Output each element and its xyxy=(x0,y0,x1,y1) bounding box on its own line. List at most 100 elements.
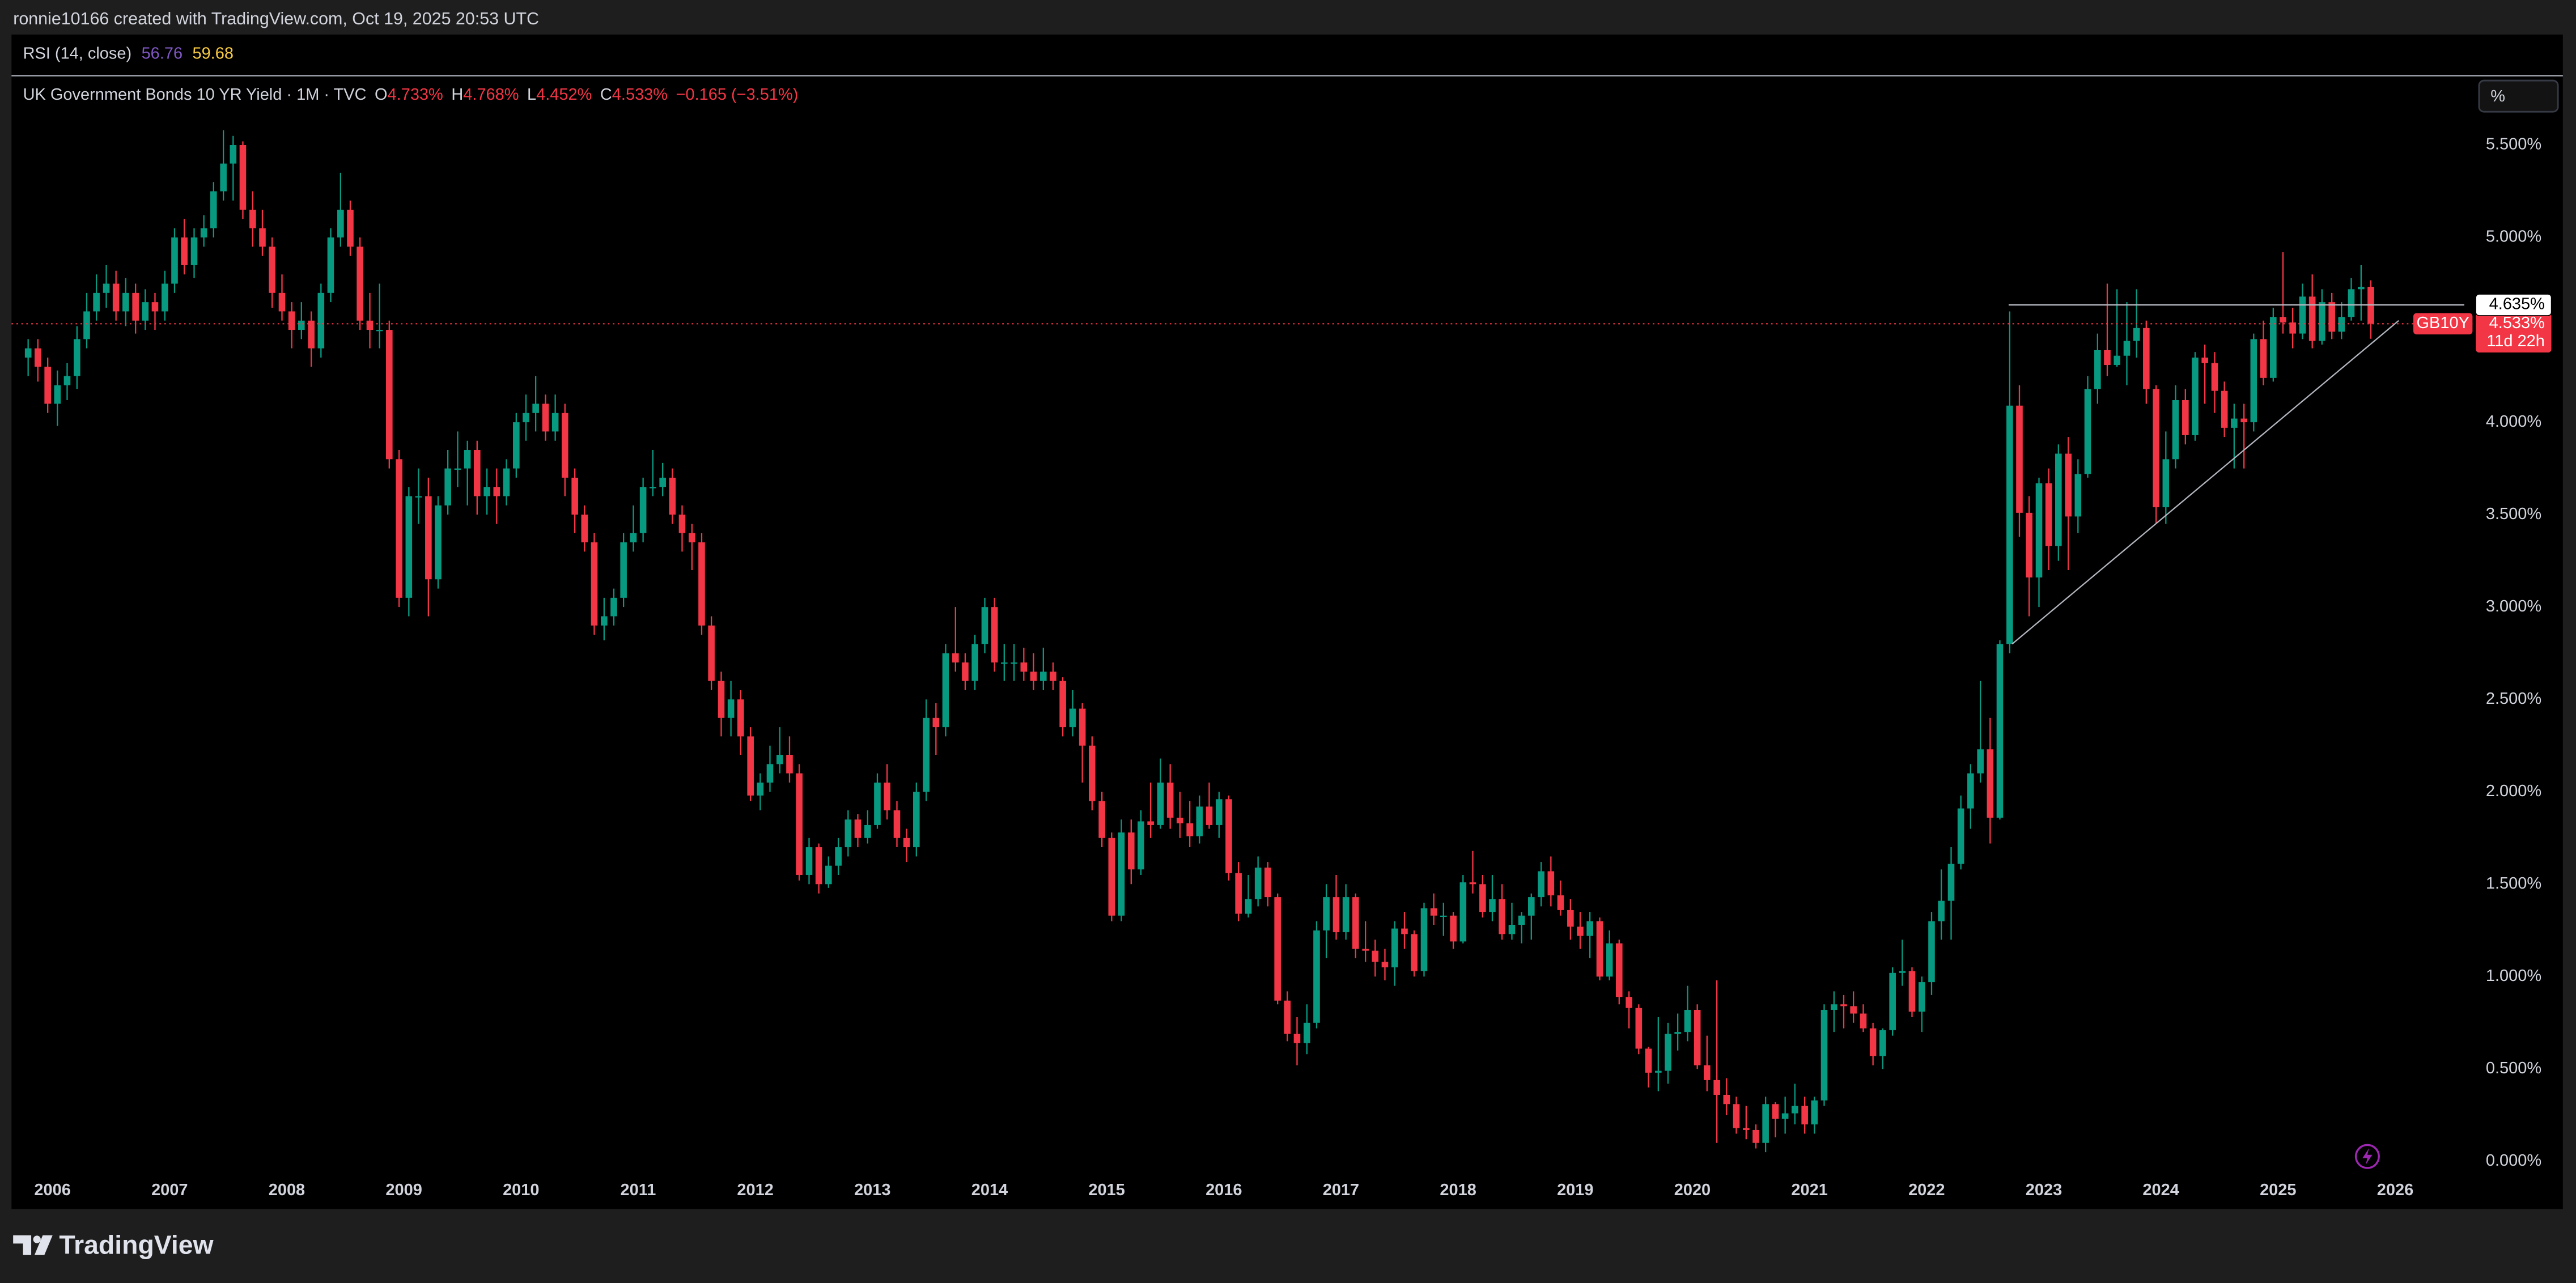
logo-mark xyxy=(34,1235,53,1255)
candle-body xyxy=(581,515,588,543)
candle-body xyxy=(1489,899,1496,912)
candle-body xyxy=(2221,390,2228,428)
candle-body xyxy=(737,699,744,737)
candle-body xyxy=(1626,997,1632,1008)
y-tick-label: 0.000% xyxy=(2486,1152,2541,1170)
candle-body xyxy=(2162,459,2170,508)
candle-body xyxy=(562,413,568,478)
candle-body xyxy=(1381,962,1389,968)
candle-body xyxy=(1108,838,1115,916)
candle-body xyxy=(249,210,256,228)
candle-body xyxy=(1655,1070,1662,1073)
candle-body xyxy=(1420,908,1428,971)
candle-body xyxy=(2308,296,2316,341)
candle-body xyxy=(1762,1104,1769,1143)
x-tick-label: 2020 xyxy=(1674,1181,1711,1199)
candle-body xyxy=(1274,897,1281,1001)
y-tick-label: 1.500% xyxy=(2486,874,2541,893)
candle-body xyxy=(1684,1009,1691,1033)
candle-body xyxy=(844,819,852,848)
candle-body xyxy=(2328,302,2335,332)
x-tick-label: 2025 xyxy=(2260,1181,2296,1199)
candle-body xyxy=(1079,708,1086,746)
candle-body xyxy=(1879,1030,1886,1056)
x-tick-label: 2011 xyxy=(621,1181,656,1199)
candle-body xyxy=(1919,982,1925,1012)
candle-body xyxy=(1293,1034,1301,1043)
y-tick-label: 2.000% xyxy=(2486,782,2541,800)
candle-body xyxy=(1528,897,1535,916)
candle-body xyxy=(689,533,695,543)
candle-body xyxy=(1801,1106,1808,1125)
candle-body xyxy=(1577,927,1584,936)
candle-body xyxy=(942,653,949,728)
candle-body xyxy=(1001,662,1008,664)
candle-body xyxy=(1674,1032,1681,1034)
candle-body xyxy=(913,792,920,848)
candle-body xyxy=(805,847,813,875)
candle-body xyxy=(1713,1080,1720,1095)
candle-body xyxy=(83,311,90,339)
candle-body xyxy=(962,662,969,681)
candle-body xyxy=(2182,400,2189,435)
candle-body xyxy=(1284,1000,1291,1034)
candle-body xyxy=(2270,317,2277,378)
candle-body xyxy=(142,302,149,321)
candle-body xyxy=(1831,1004,1837,1010)
candle-body xyxy=(747,736,754,796)
countdown-label: 11d 22h xyxy=(2486,332,2545,350)
candle-body xyxy=(1723,1094,1730,1104)
candle-body xyxy=(1996,644,2004,818)
legend-label: L xyxy=(527,86,536,104)
candle-body xyxy=(2240,418,2247,423)
candle-body xyxy=(786,755,793,774)
candle-body xyxy=(659,477,666,487)
candle-body xyxy=(200,228,207,238)
candle-body xyxy=(796,773,803,875)
candle-body xyxy=(132,292,139,321)
x-tick-label: 2022 xyxy=(1908,1181,1945,1199)
candle-body xyxy=(1752,1129,1759,1143)
candle-body xyxy=(1089,745,1096,801)
candle-body xyxy=(288,311,295,330)
candle-body xyxy=(2260,339,2267,378)
candle-body xyxy=(1840,1004,1847,1006)
candle-body xyxy=(1206,806,1213,825)
legend-value: 4.533% xyxy=(612,86,668,104)
candle-body xyxy=(1323,897,1330,931)
candle-body xyxy=(2153,389,2159,508)
candle-body xyxy=(1704,1065,1711,1080)
candle-body xyxy=(1362,949,1369,951)
candle-body xyxy=(347,210,354,247)
x-tick-label: 2009 xyxy=(385,1181,422,1199)
candle-body xyxy=(2045,483,2052,546)
alert-icon[interactable] xyxy=(2354,1144,2380,1169)
unit-button-label[interactable]: % xyxy=(2490,87,2505,105)
x-tick-label: 2023 xyxy=(2026,1181,2062,1199)
candle-body xyxy=(650,487,656,488)
candle-body xyxy=(2104,350,2111,366)
unit-button[interactable] xyxy=(2478,79,2559,113)
candle-body xyxy=(2006,405,2013,644)
x-tick-label: 2019 xyxy=(1557,1181,1593,1199)
legend-change: −0.165 (−3.51%) xyxy=(676,86,799,104)
candle-body xyxy=(2035,483,2043,577)
candle-body xyxy=(1020,662,1028,672)
candle-body xyxy=(1225,799,1232,873)
candle-body xyxy=(1411,934,1418,971)
candle-body xyxy=(1508,925,1516,934)
candle-body xyxy=(386,330,393,460)
indicator-value: 59.68 xyxy=(192,44,234,62)
legend-label: H xyxy=(451,86,463,104)
candle-body xyxy=(1313,930,1320,1023)
candle-body xyxy=(1157,782,1164,825)
candle-body xyxy=(2211,363,2218,391)
plot: 0.000% 0.500% 1.000% 1.500% 2.000% 2.500% 3.00… xyxy=(11,130,2552,1199)
y-tick-label: 1.000% xyxy=(2486,967,2541,985)
candle-body xyxy=(952,653,959,662)
candle-body xyxy=(2123,341,2131,356)
candle-body xyxy=(571,477,578,515)
candle-body xyxy=(1469,882,1476,885)
candle-body xyxy=(1811,1100,1818,1125)
candle-body xyxy=(542,403,549,432)
